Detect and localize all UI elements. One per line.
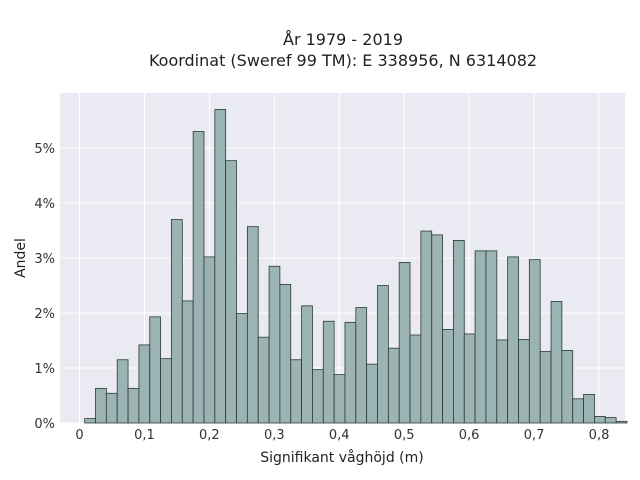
histogram-bar [518, 338, 530, 424]
histogram-bar [431, 234, 443, 424]
histogram-bar [138, 344, 151, 424]
histogram-bar [474, 250, 487, 424]
histogram-bar [322, 320, 335, 424]
x-tick-label: 0,3 [264, 428, 285, 443]
histogram-bar [604, 417, 617, 424]
x-axis-label: Signifikant våghöjd (m) [260, 449, 423, 466]
y-tick-label: 0% [34, 417, 55, 432]
histogram-bar [387, 347, 400, 424]
histogram-bar [355, 307, 368, 424]
histogram-bar [420, 230, 433, 424]
x-tick-label: 0,7 [524, 428, 545, 443]
x-tick-label: 0,2 [199, 428, 220, 443]
histogram-bar [333, 374, 346, 424]
x-tick-label: 0,6 [459, 428, 480, 443]
histogram-bar [344, 321, 357, 424]
histogram-bar [528, 259, 541, 424]
histogram-bar [485, 250, 498, 424]
histogram-bar [615, 420, 628, 424]
y-tick-label: 3% [34, 252, 55, 267]
histogram-bar [561, 349, 574, 424]
histogram-bar [290, 359, 302, 424]
histogram-bar [507, 256, 519, 424]
histogram-bar [453, 239, 465, 424]
histogram-bar [366, 363, 378, 424]
histogram-bar [127, 387, 140, 424]
y-tick-label: 5% [34, 142, 55, 157]
histogram-bar [171, 219, 183, 424]
x-tick-label: 0,5 [394, 428, 415, 443]
histogram-bar [105, 392, 118, 424]
histogram-bar [95, 387, 107, 424]
x-axis-ticks: 0 0,1 0,2 0,3 0,4 0,5 0,6 0,7 0,8 [75, 428, 609, 443]
x-tick-label: 0,8 [589, 428, 610, 443]
histogram-bar [398, 261, 411, 424]
histogram-bar [236, 313, 248, 424]
histogram-bar [192, 131, 205, 424]
histogram-bar [203, 256, 216, 424]
histogram-bar [301, 305, 313, 424]
chart-title-line-1: År 1979 - 2019 [283, 30, 403, 49]
histogram-bar [539, 351, 552, 424]
y-tick-label: 4% [34, 197, 55, 212]
chart-title-line-2: Koordinat (Sweref 99 TM): E 338956, N 63… [149, 51, 537, 70]
histogram-bar [442, 329, 454, 424]
histogram-bar [84, 418, 96, 424]
histogram-bar [149, 316, 161, 424]
bars [84, 109, 628, 424]
y-tick-label: 1% [34, 362, 55, 377]
histogram-bar [463, 333, 476, 424]
histogram-bar [409, 334, 422, 424]
histogram-bar [583, 393, 595, 424]
histogram-bar [496, 339, 509, 424]
histogram-bar [312, 369, 324, 424]
y-axis-label: Andel [13, 238, 29, 278]
histogram-bar [160, 358, 172, 424]
histogram-bar [572, 398, 584, 424]
x-tick-label: 0 [75, 428, 83, 443]
histogram-bar [214, 109, 227, 424]
histogram-bar [377, 285, 389, 424]
histogram-bar [181, 300, 194, 424]
histogram-bar [594, 415, 606, 424]
x-tick-label: 0,1 [134, 428, 155, 443]
histogram-bar [246, 226, 259, 424]
histogram-bar [550, 301, 563, 424]
x-tick-label: 0,4 [329, 428, 350, 443]
y-axis-ticks: 0% 1% 2% 3% 4% 5% [34, 142, 55, 432]
y-tick-label: 2% [34, 307, 55, 322]
histogram-bar [116, 359, 129, 424]
histogram-bar [257, 336, 270, 424]
histogram-bar [279, 283, 292, 424]
histogram-bar [225, 160, 237, 424]
histogram-bar [268, 265, 281, 424]
